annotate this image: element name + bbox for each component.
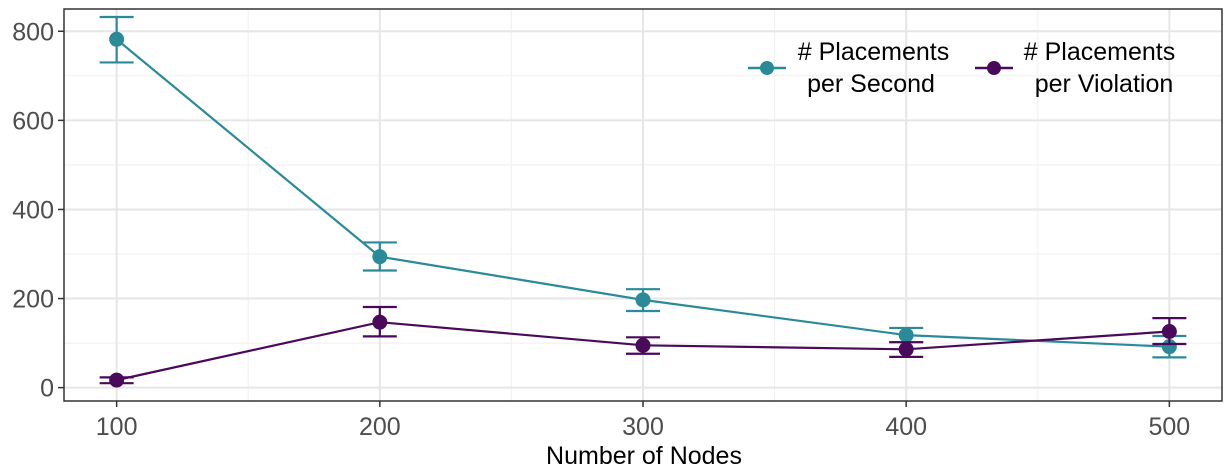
data-point-per_violation: [1161, 324, 1177, 340]
data-point-per_second: [635, 292, 651, 308]
x-tick-label: 400: [885, 413, 927, 441]
series-per_second: [99, 15, 1187, 359]
data-point-per_violation: [372, 314, 388, 330]
data-point-per_violation: [635, 337, 651, 353]
legend-label-per-violation-line2: per Violation: [1035, 70, 1174, 98]
data-point-per_second: [898, 327, 914, 343]
series-layer: [99, 15, 1187, 388]
x-tick-label: 100: [96, 413, 138, 441]
x-tick-label: 200: [359, 413, 401, 441]
data-point-per_violation: [109, 372, 125, 388]
legend-marker-per-violation: [987, 61, 1001, 75]
y-tick-label: 400: [12, 196, 54, 224]
data-point-per_violation: [898, 341, 914, 357]
series-per_violation: [99, 305, 1187, 388]
y-tick-label: 0: [40, 375, 54, 403]
legend-label-per-second: # Placements per Second: [798, 38, 956, 98]
legend-item-per-second: # Placements per Second: [748, 38, 956, 98]
legend-item-per-violation: # Placements per Violation: [975, 38, 1182, 98]
y-tick-label: 600: [12, 107, 54, 135]
legend-label-per-second-line2: per Second: [807, 70, 935, 98]
axes: 100 200 300 400 500 0 200 400 600 800: [12, 8, 1223, 441]
x-tick-label: 500: [1149, 413, 1191, 441]
legend-marker-per-second: [760, 61, 774, 75]
legend: # Placements per Second # Placements per…: [748, 38, 1182, 98]
x-tick-label: 300: [622, 413, 664, 441]
data-point-per_second: [372, 249, 388, 265]
x-axis-title: Number of Nodes: [546, 442, 742, 470]
legend-label-per-violation: # Placements per Violation: [1024, 38, 1182, 98]
y-tick-label: 800: [12, 18, 54, 46]
data-point-per_second: [109, 31, 125, 47]
legend-label-per-violation-line1: # Placements: [1024, 38, 1175, 66]
legend-label-per-second-line1: # Placements: [798, 38, 949, 66]
y-tick-label: 200: [12, 286, 54, 314]
